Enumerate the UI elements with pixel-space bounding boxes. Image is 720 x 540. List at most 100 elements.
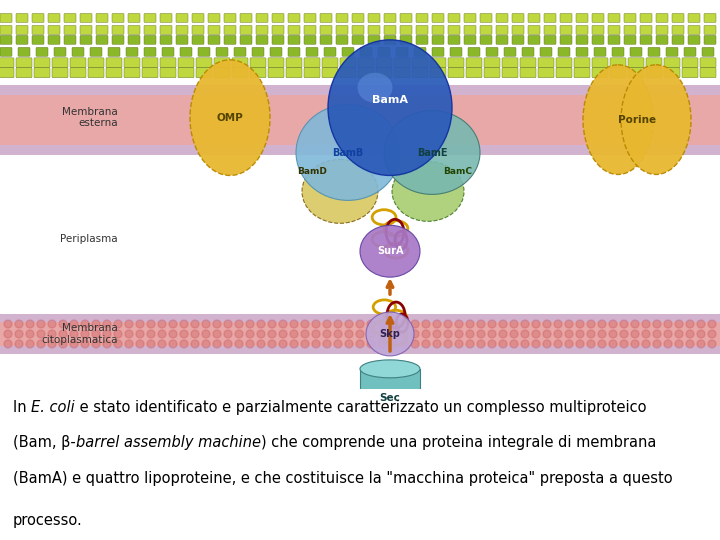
Circle shape: [257, 330, 265, 338]
FancyBboxPatch shape: [232, 68, 248, 78]
FancyBboxPatch shape: [556, 68, 572, 78]
FancyBboxPatch shape: [576, 14, 588, 23]
FancyBboxPatch shape: [192, 25, 204, 35]
FancyBboxPatch shape: [414, 48, 426, 56]
Ellipse shape: [621, 65, 691, 174]
FancyBboxPatch shape: [96, 36, 108, 44]
Circle shape: [389, 320, 397, 328]
Circle shape: [312, 330, 320, 338]
FancyBboxPatch shape: [416, 14, 428, 23]
FancyBboxPatch shape: [664, 68, 680, 78]
Circle shape: [620, 320, 628, 328]
FancyBboxPatch shape: [128, 14, 140, 23]
FancyBboxPatch shape: [376, 58, 392, 68]
FancyBboxPatch shape: [468, 48, 480, 56]
FancyBboxPatch shape: [540, 48, 552, 56]
FancyBboxPatch shape: [160, 58, 176, 68]
Circle shape: [224, 340, 232, 348]
Circle shape: [92, 330, 100, 338]
Circle shape: [499, 340, 507, 348]
Circle shape: [4, 340, 12, 348]
Circle shape: [653, 330, 661, 338]
Circle shape: [477, 330, 485, 338]
Circle shape: [389, 330, 397, 338]
FancyBboxPatch shape: [180, 48, 192, 56]
Text: Periplasma: Periplasma: [60, 234, 118, 244]
FancyBboxPatch shape: [336, 36, 348, 44]
Circle shape: [257, 340, 265, 348]
Circle shape: [323, 330, 331, 338]
FancyBboxPatch shape: [432, 14, 444, 23]
FancyBboxPatch shape: [304, 25, 316, 35]
FancyBboxPatch shape: [80, 36, 92, 44]
FancyBboxPatch shape: [592, 68, 608, 78]
Bar: [0, 346, 720, 354]
Ellipse shape: [583, 65, 653, 174]
FancyBboxPatch shape: [624, 14, 636, 23]
Circle shape: [257, 320, 265, 328]
Circle shape: [125, 340, 133, 348]
FancyBboxPatch shape: [240, 36, 252, 44]
Circle shape: [697, 340, 705, 348]
FancyBboxPatch shape: [640, 14, 652, 23]
Circle shape: [675, 330, 683, 338]
FancyBboxPatch shape: [384, 14, 396, 23]
FancyBboxPatch shape: [288, 14, 300, 23]
FancyBboxPatch shape: [336, 25, 348, 35]
Circle shape: [367, 330, 375, 338]
FancyBboxPatch shape: [464, 36, 476, 44]
FancyBboxPatch shape: [144, 14, 156, 23]
FancyBboxPatch shape: [178, 58, 194, 68]
FancyBboxPatch shape: [610, 68, 626, 78]
Circle shape: [609, 330, 617, 338]
FancyBboxPatch shape: [322, 68, 338, 78]
FancyBboxPatch shape: [176, 14, 188, 23]
FancyBboxPatch shape: [288, 48, 300, 56]
FancyBboxPatch shape: [34, 68, 50, 78]
FancyBboxPatch shape: [528, 36, 540, 44]
FancyBboxPatch shape: [628, 58, 644, 68]
FancyBboxPatch shape: [502, 68, 518, 78]
Circle shape: [180, 330, 188, 338]
Circle shape: [521, 340, 529, 348]
FancyBboxPatch shape: [682, 68, 698, 78]
Circle shape: [125, 330, 133, 338]
FancyBboxPatch shape: [106, 58, 122, 68]
FancyBboxPatch shape: [142, 68, 158, 78]
FancyBboxPatch shape: [18, 48, 30, 56]
FancyBboxPatch shape: [384, 25, 396, 35]
Circle shape: [246, 330, 254, 338]
Circle shape: [246, 320, 254, 328]
Circle shape: [400, 320, 408, 328]
Text: BamE: BamE: [417, 147, 447, 158]
FancyBboxPatch shape: [72, 48, 84, 56]
FancyBboxPatch shape: [432, 36, 444, 44]
FancyBboxPatch shape: [214, 68, 230, 78]
FancyBboxPatch shape: [464, 14, 476, 23]
Circle shape: [158, 320, 166, 328]
FancyBboxPatch shape: [286, 58, 302, 68]
Circle shape: [246, 340, 254, 348]
FancyBboxPatch shape: [384, 36, 396, 44]
FancyBboxPatch shape: [196, 68, 212, 78]
FancyBboxPatch shape: [448, 68, 464, 78]
Circle shape: [290, 320, 298, 328]
Circle shape: [477, 340, 485, 348]
FancyBboxPatch shape: [394, 58, 410, 68]
FancyBboxPatch shape: [628, 68, 644, 78]
FancyBboxPatch shape: [144, 48, 156, 56]
FancyBboxPatch shape: [80, 14, 92, 23]
Circle shape: [323, 340, 331, 348]
FancyBboxPatch shape: [198, 48, 210, 56]
Circle shape: [400, 340, 408, 348]
Text: Porine: Porine: [618, 114, 656, 125]
FancyBboxPatch shape: [608, 25, 620, 35]
FancyBboxPatch shape: [64, 36, 76, 44]
FancyBboxPatch shape: [702, 48, 714, 56]
FancyBboxPatch shape: [538, 58, 554, 68]
FancyBboxPatch shape: [178, 68, 194, 78]
FancyBboxPatch shape: [400, 25, 412, 35]
FancyBboxPatch shape: [528, 25, 540, 35]
Circle shape: [191, 340, 199, 348]
FancyBboxPatch shape: [250, 58, 266, 68]
